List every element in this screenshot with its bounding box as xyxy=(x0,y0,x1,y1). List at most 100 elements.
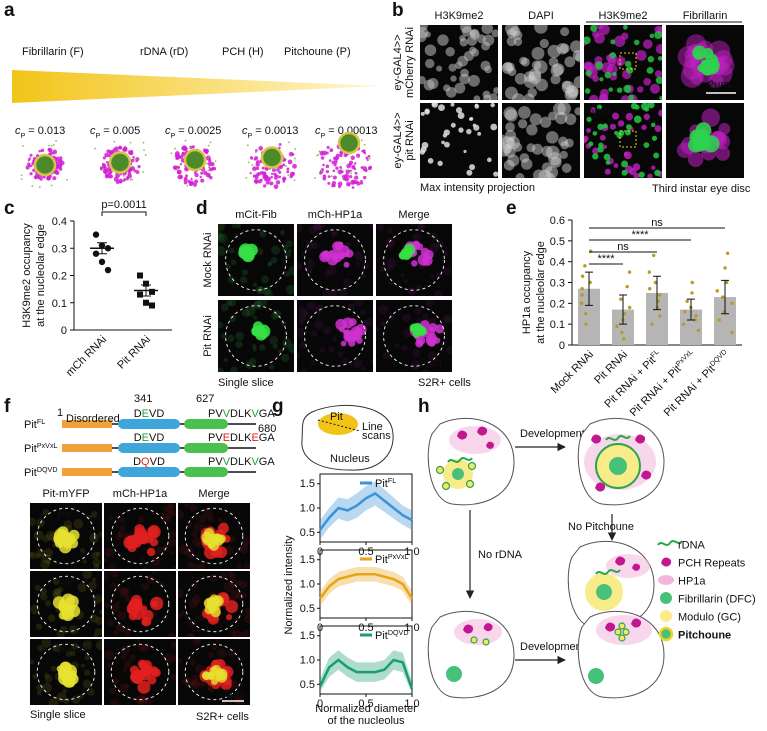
fib-dot xyxy=(247,161,250,164)
pch-dot xyxy=(102,169,107,174)
signal xyxy=(344,330,356,342)
note: Third instar eye disc xyxy=(652,183,751,195)
pch-dot xyxy=(176,165,181,169)
signal xyxy=(623,25,628,30)
signal xyxy=(115,623,125,633)
signal xyxy=(120,645,130,655)
domain xyxy=(184,467,228,477)
pitchoune xyxy=(441,481,451,491)
signal xyxy=(104,547,115,558)
signal xyxy=(592,75,599,82)
signal xyxy=(193,522,203,532)
pch-dot xyxy=(362,175,367,180)
data-point xyxy=(584,322,588,326)
pch-dot xyxy=(346,163,352,169)
signal xyxy=(302,310,309,317)
signal xyxy=(441,340,447,346)
signal xyxy=(138,516,145,523)
signal xyxy=(218,321,224,329)
construct-name-part: Pit xyxy=(24,467,37,479)
rdna xyxy=(447,457,473,463)
pch-dot xyxy=(282,163,286,167)
signal xyxy=(30,659,35,665)
signal xyxy=(382,351,390,360)
y-tick-label: 1.5 xyxy=(300,554,315,566)
signal xyxy=(631,103,638,110)
signal xyxy=(626,124,632,130)
row-label: Pit RNAi xyxy=(202,315,214,357)
signal xyxy=(410,360,421,371)
signal xyxy=(93,563,100,569)
construct-name-part: Pit xyxy=(24,443,37,455)
signal xyxy=(190,680,199,689)
pch-dot xyxy=(356,153,361,158)
pch-dot xyxy=(269,181,274,186)
y-tick-label: 0.2 xyxy=(52,271,67,283)
pch-dot xyxy=(250,156,254,160)
signal xyxy=(48,698,59,705)
concentration-label: cP = 0.005 xyxy=(90,125,140,140)
signal xyxy=(255,286,262,293)
signal xyxy=(192,639,200,646)
signal xyxy=(343,252,350,258)
signal xyxy=(468,46,477,55)
signal xyxy=(377,224,385,231)
data-point xyxy=(693,318,697,322)
signal xyxy=(647,173,653,178)
signal xyxy=(187,523,192,529)
signal xyxy=(284,271,291,277)
concentration-label: cP = 0.00013 xyxy=(315,125,378,140)
signal xyxy=(386,258,397,269)
pch-dot xyxy=(335,166,339,170)
signal xyxy=(370,360,373,365)
fibrillarin xyxy=(446,666,462,682)
pch-dot xyxy=(354,171,358,175)
signal xyxy=(502,143,513,154)
data-point xyxy=(653,280,658,285)
signal xyxy=(487,157,492,163)
signal xyxy=(269,335,279,345)
data-point xyxy=(627,305,632,310)
cell-outline xyxy=(383,229,445,291)
line-scan xyxy=(317,419,361,432)
fib-dot xyxy=(131,178,134,181)
x-tick-label: Pit RNAi + PitFL xyxy=(602,348,664,410)
signal xyxy=(92,577,97,582)
motif: DQVD xyxy=(133,456,165,468)
signal xyxy=(386,264,394,271)
signal xyxy=(261,275,269,284)
pch-dot xyxy=(263,171,266,175)
signal xyxy=(32,673,39,680)
pch-repeat xyxy=(457,430,468,440)
pch-repeat xyxy=(615,556,626,566)
signal xyxy=(208,651,215,658)
signal xyxy=(434,324,445,334)
motif-part: Q xyxy=(141,456,150,468)
signal xyxy=(433,290,443,296)
signal xyxy=(161,513,170,523)
mean-line xyxy=(319,491,413,531)
image-label-part: Pit xyxy=(58,646,71,658)
signal xyxy=(356,337,363,344)
signal xyxy=(604,71,612,79)
y-tick-label: 0.5 xyxy=(300,527,315,539)
error-bar xyxy=(141,284,151,297)
signal xyxy=(129,665,139,675)
signal xyxy=(146,547,156,557)
pch-dot xyxy=(109,174,114,179)
condensate xyxy=(20,139,68,189)
signal xyxy=(445,47,455,57)
signal xyxy=(388,280,395,286)
signal xyxy=(268,364,274,370)
signal xyxy=(297,224,303,233)
pch-dot xyxy=(332,175,337,180)
signal xyxy=(118,516,126,524)
fib-dot xyxy=(189,146,192,149)
signal xyxy=(188,554,194,560)
pch-dot xyxy=(102,156,106,160)
signal xyxy=(422,368,429,372)
cell-outline xyxy=(225,305,287,367)
signal xyxy=(334,241,344,251)
signal xyxy=(626,66,634,74)
signal xyxy=(120,586,130,596)
